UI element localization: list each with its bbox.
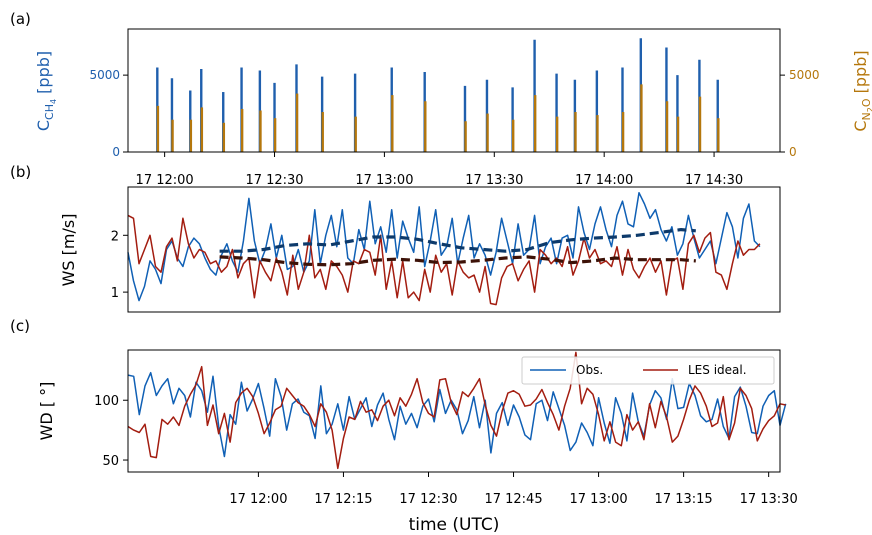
panel-a-frame bbox=[127, 28, 781, 153]
legend-les-label: LES ideal. bbox=[688, 363, 747, 377]
c-xtick-label: 17 13:30 bbox=[740, 492, 798, 507]
panel-c-marks bbox=[127, 351, 787, 470]
b-ytick-label: 1 bbox=[111, 286, 119, 301]
panel-a-label: (a) bbox=[10, 10, 31, 28]
c-xtick-label: 17 13:00 bbox=[570, 492, 628, 507]
x-axis-title: time (UTC) bbox=[409, 515, 500, 535]
a-xtick-label: 17 14:00 bbox=[575, 173, 633, 188]
c-ytick-label: 50 bbox=[102, 454, 119, 469]
wd-obs-line bbox=[127, 371, 787, 458]
a-ytick-left-label: 5000 bbox=[89, 68, 120, 82]
panel-c-ticks: 50 100 17 12:00 17 12:15 17 12:30 17 12:45 17 … bbox=[94, 394, 798, 507]
c-xtick-label: 17 12:45 bbox=[484, 492, 542, 507]
c-xtick-label: 17 12:15 bbox=[314, 492, 372, 507]
c-ytick-label: 100 bbox=[94, 394, 119, 409]
panel-b-ylabel: WS [m/s] bbox=[59, 214, 78, 287]
panel-c-frame bbox=[127, 349, 781, 473]
legend: Obs. LES ideal. bbox=[521, 356, 775, 385]
panel-c-wind-direction: 50 100 17 12:00 17 12:15 17 12:30 17 12:45 17 … bbox=[37, 349, 798, 507]
a-ytick-right-label: 5000 bbox=[789, 68, 820, 82]
panel-b-wind-speed: 12 WS [m/s] bbox=[59, 186, 781, 313]
ws-les-mean-line bbox=[219, 255, 696, 267]
panel-b-ticks: 12 bbox=[111, 229, 128, 301]
ws-les-line bbox=[127, 214, 761, 306]
panel-a-ylabel-left: CCH4 [ppb] bbox=[34, 51, 58, 131]
wd-les-line bbox=[127, 351, 786, 470]
c-xtick-label: 17 12:30 bbox=[399, 492, 457, 507]
panel-a-marks bbox=[156, 38, 720, 152]
b-ytick-label: 2 bbox=[111, 229, 119, 244]
panel-c-label: (c) bbox=[10, 317, 30, 335]
a-xtick-label: 17 13:30 bbox=[465, 173, 523, 188]
panel-a-ylabel-right: CN2O [ppb] bbox=[851, 50, 872, 131]
panel-b-frame bbox=[127, 186, 781, 313]
a-xtick-label: 17 12:30 bbox=[245, 173, 303, 188]
c-xtick-label: 17 12:00 bbox=[229, 492, 287, 507]
panel-a-concentration: 0 5000 0 5000 17 12:00 17 12:30 17 13:00 17 13:… bbox=[34, 28, 872, 188]
panel-b-marks bbox=[127, 191, 761, 306]
a-xtick-label: 17 13:00 bbox=[355, 173, 413, 188]
a-ytick-right-label: 0 bbox=[789, 145, 797, 159]
a-xtick-label: 17 12:00 bbox=[136, 173, 194, 188]
ws-obs-line bbox=[127, 191, 761, 302]
a-xtick-label: 17 14:30 bbox=[685, 173, 743, 188]
legend-obs-label: Obs. bbox=[576, 363, 603, 377]
panel-c-ylabel: WD [ °] bbox=[37, 382, 56, 441]
c-xtick-label: 17 13:15 bbox=[655, 492, 713, 507]
panel-b-label: (b) bbox=[10, 163, 31, 181]
a-ytick-left-label: 0 bbox=[112, 145, 120, 159]
ws-obs-mean-line bbox=[219, 228, 696, 253]
panel-a-ticks: 0 5000 0 5000 17 12:00 17 12:30 17 13:00 17 13:… bbox=[89, 68, 819, 188]
